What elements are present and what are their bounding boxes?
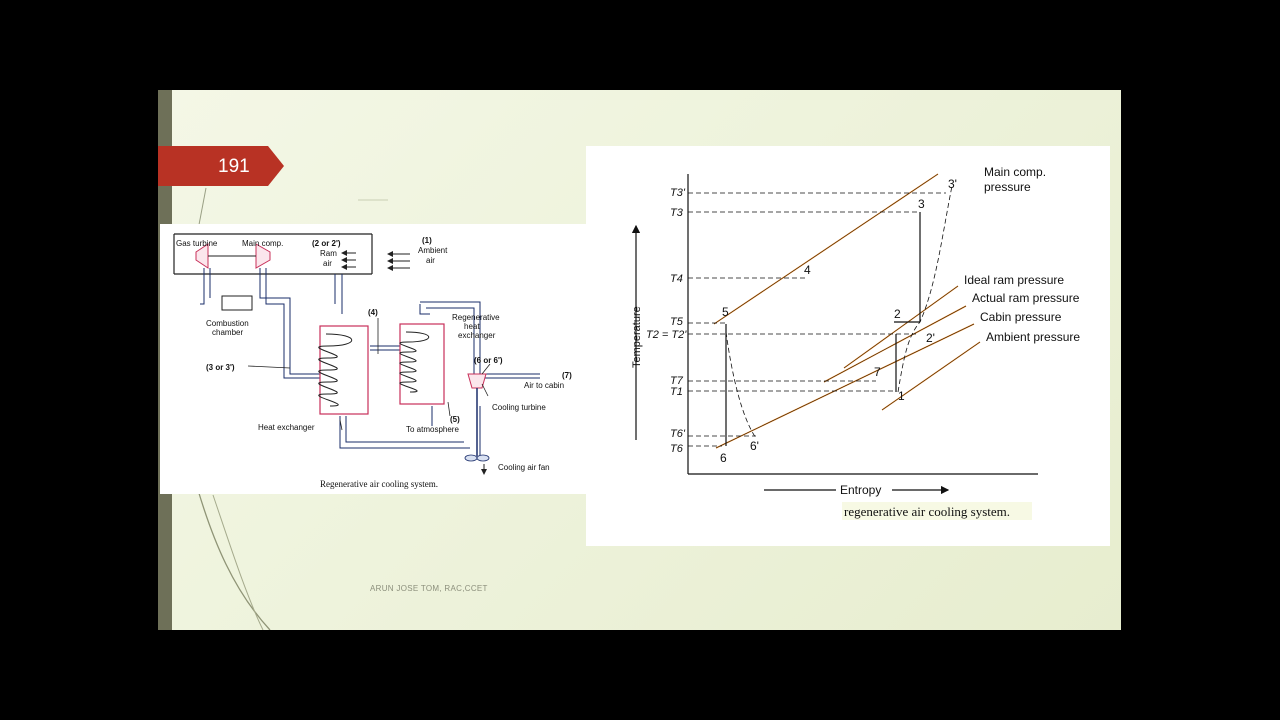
label-gas-turbine: Gas turbine — [176, 239, 218, 248]
slide-number-tag — [158, 146, 284, 186]
point-7: 7 — [874, 365, 881, 379]
combustion-chamber — [221, 295, 253, 311]
point-2: 2 — [894, 307, 901, 321]
label-ambient-point: (1) — [422, 236, 432, 245]
label-to-atmosphere: To atmosphere — [406, 425, 459, 434]
point-1: 1 — [898, 389, 905, 403]
label-t3: T3 — [670, 207, 684, 219]
ram-air-arrows — [341, 250, 410, 271]
schematic-caption: Regenerative air cooling system. — [320, 479, 438, 489]
slide-number: 191 — [218, 156, 250, 177]
label-t7: T7 — [670, 375, 684, 387]
point-4: 4 — [804, 263, 811, 277]
label-cooling-fan: Cooling air fan — [498, 463, 550, 472]
cooling-turbine-icon — [467, 373, 487, 389]
slide: 191 — [158, 90, 1121, 630]
label-ideal-ram: Ideal ram pressure — [964, 273, 1064, 287]
heat-exchanger — [318, 325, 369, 415]
main-compressor-icon — [255, 243, 271, 269]
label-combustion: Combustion — [206, 319, 249, 328]
point-3: 3 — [918, 197, 925, 211]
gas-turbine-icon — [195, 243, 209, 269]
label-air: air — [323, 259, 332, 268]
label-t3p: T3' — [670, 187, 686, 199]
label-ram-point: (2 or 2') — [312, 239, 341, 248]
label-actual-ram: Actual ram pressure — [972, 291, 1080, 305]
label-heat-exchanger: Heat exchanger — [258, 423, 315, 432]
temperature-guides — [688, 185, 953, 447]
label-main-comp: Main comp. — [242, 239, 283, 248]
label-t4: T4 — [670, 273, 683, 285]
y-axis-label: Temperature — [631, 306, 643, 368]
label-point-3: (3 or 3') — [206, 363, 235, 372]
axes — [631, 174, 1038, 495]
label-cooling-turbine: Cooling turbine — [492, 403, 546, 412]
point-6p: 6' — [750, 439, 759, 453]
label-ram: Ram — [320, 249, 337, 258]
label-air-to-cabin: Air to cabin — [524, 381, 564, 390]
schematic-panel: Gas turbine Main comp. (2 or 2') Ram air… — [160, 224, 586, 494]
point-5: 5 — [722, 305, 729, 319]
x-axis-label: Entropy — [840, 483, 881, 497]
leader-lines — [247, 318, 491, 431]
point-3p: 3' — [948, 177, 957, 191]
label-point-6: (6 or 6') — [474, 356, 503, 365]
pressure-lines — [713, 173, 981, 449]
regenerative-heat-exchanger — [399, 323, 445, 405]
schematic-diagram: Gas turbine Main comp. (2 or 2') Ram air… — [173, 233, 572, 489]
point-6: 6 — [720, 451, 727, 465]
label-t1: T1 — [670, 386, 683, 398]
label-cabin: Cabin pressure — [980, 310, 1062, 324]
decorative-curves — [197, 187, 388, 630]
ts-diagram: Temperature Entropy — [631, 165, 1080, 520]
label-point-5: (5) — [450, 415, 460, 424]
label-point-7: (7) — [562, 371, 572, 380]
label-point-4: (4) — [368, 308, 378, 317]
label-t6: T6 — [670, 443, 684, 455]
ts-caption: regenerative air cooling system. — [844, 504, 1010, 519]
label-t2: T2 = T2' — [646, 329, 687, 341]
ram-air-duct — [173, 233, 373, 275]
label-ambient: Ambient — [418, 246, 448, 255]
label-ambient: Ambient pressure — [986, 330, 1080, 344]
point-2p: 2' — [926, 331, 935, 345]
label-regen-3: exchanger — [458, 331, 496, 340]
slide-footer: ARUN JOSE TOM, RAC,CCET — [370, 584, 488, 593]
label-regen-1: Regenerative — [452, 313, 500, 322]
process-lines — [725, 212, 921, 446]
caption-highlight — [842, 502, 1032, 520]
label-regen-2: heat — [464, 322, 480, 331]
ts-diagram-panel: Temperature Entropy — [586, 146, 1110, 546]
label-chamber: chamber — [212, 328, 243, 337]
cooling-air-fan-icon — [464, 454, 490, 475]
pipes — [200, 268, 540, 456]
label-ambient-air: air — [426, 256, 435, 265]
label-main-comp-2: pressure — [984, 180, 1031, 194]
label-t5: T5 — [670, 316, 684, 328]
label-main-comp-1: Main comp. — [984, 165, 1046, 179]
label-t6p: T6' — [670, 428, 686, 440]
